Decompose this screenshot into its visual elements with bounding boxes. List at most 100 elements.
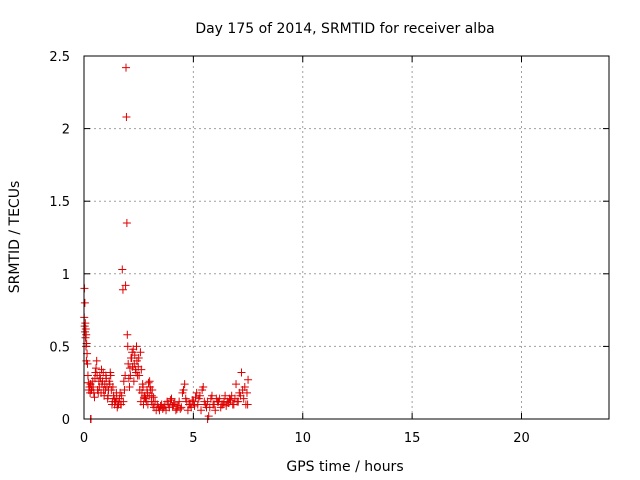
- data-point: [236, 391, 245, 400]
- data-point: [104, 385, 113, 394]
- y-axis-label: SRMTID / TECUs: [7, 181, 23, 294]
- data-point: [197, 406, 206, 415]
- data-point: [116, 400, 125, 409]
- data-point: [124, 359, 133, 368]
- data-point: [123, 342, 132, 351]
- x-tick-label: 15: [404, 431, 421, 446]
- data-point: [140, 393, 149, 402]
- data-point: [162, 406, 171, 415]
- data-point: [188, 396, 197, 405]
- data-point: [84, 378, 93, 387]
- data-point: [80, 298, 89, 307]
- data-point: [83, 371, 92, 380]
- data-point: [237, 368, 246, 377]
- data-point: [138, 380, 147, 389]
- data-point: [177, 403, 186, 412]
- data-point: [199, 383, 208, 392]
- data-point: [119, 377, 128, 386]
- data-point: [122, 112, 131, 121]
- data-point: [211, 406, 220, 415]
- data-point: [164, 400, 173, 409]
- data-point: [226, 396, 235, 405]
- chart-title: Day 175 of 2014, SRMTID for receiver alb…: [195, 21, 494, 37]
- data-point: [89, 383, 98, 392]
- data-point: [240, 383, 249, 392]
- data-point: [218, 400, 227, 409]
- data-point: [179, 385, 188, 394]
- data-point: [229, 400, 238, 409]
- x-tick-label: 10: [294, 431, 311, 446]
- data-point: [90, 393, 99, 402]
- axis-ticks: 0 5 10 15 20 0 0.5 1 1.5 2 2.5: [49, 50, 609, 446]
- data-point: [244, 375, 253, 384]
- data-point: [92, 356, 101, 365]
- data-point: [106, 371, 115, 380]
- data-point: [121, 281, 130, 290]
- plot-frame: [83, 55, 610, 420]
- data-point: [137, 365, 146, 374]
- data-point: [192, 388, 201, 397]
- data-point: [126, 371, 135, 380]
- data-point: [227, 391, 236, 400]
- data-point: [193, 400, 202, 409]
- data-point: [102, 374, 111, 383]
- data-point: [171, 406, 180, 415]
- data-point: [122, 218, 131, 227]
- data-point: [180, 380, 189, 389]
- data-point: [166, 396, 175, 405]
- data-point: [170, 399, 179, 408]
- x-tick-label: 5: [189, 431, 197, 446]
- data-point: [118, 265, 127, 274]
- data-point: [112, 388, 121, 397]
- data-point: [122, 63, 130, 72]
- data-point: [91, 368, 100, 377]
- data-point: [135, 371, 144, 380]
- y-tick-label: 2: [62, 123, 70, 138]
- data-point: [92, 364, 101, 373]
- y-tick-label: 1.5: [49, 195, 70, 210]
- data-point: [203, 397, 212, 406]
- data-point: [205, 403, 214, 412]
- data-point: [81, 333, 90, 342]
- data-point: [210, 400, 219, 409]
- data-point: [120, 385, 129, 394]
- data-point: [118, 285, 127, 294]
- data-point: [234, 397, 243, 406]
- x-axis-label: GPS time / hours: [286, 459, 403, 475]
- data-point: [123, 330, 132, 339]
- data-point: [97, 380, 106, 389]
- data-point: [148, 385, 157, 394]
- data-point: [183, 406, 192, 415]
- data-point: [190, 401, 199, 410]
- y-tick-label: 1: [62, 268, 70, 283]
- data-point: [214, 397, 223, 406]
- data-point: [81, 342, 90, 351]
- data-point: [181, 394, 190, 403]
- data-point: [194, 394, 203, 403]
- data-point: [129, 377, 138, 386]
- data-point: [130, 351, 139, 360]
- data-point: [132, 356, 141, 365]
- data-point: [117, 391, 126, 400]
- data-point: [136, 348, 145, 357]
- x-tick-label: 20: [513, 431, 530, 446]
- data-point: [167, 394, 176, 403]
- data-points: [80, 63, 253, 423]
- data-point: [125, 383, 134, 392]
- data-point: [243, 400, 252, 409]
- data-point: [132, 342, 141, 351]
- grid: [84, 56, 609, 419]
- y-tick-label: 0.5: [49, 340, 70, 355]
- y-tick-label: 2.5: [49, 50, 70, 65]
- data-point: [158, 404, 167, 413]
- x-tick-label: 0: [80, 431, 88, 446]
- data-point: [242, 388, 251, 397]
- data-point: [172, 404, 181, 413]
- data-point: [99, 368, 108, 377]
- data-point: [207, 391, 216, 400]
- data-point: [232, 380, 241, 389]
- data-point: [108, 383, 117, 392]
- data-point: [145, 391, 154, 400]
- data-point: [149, 393, 158, 402]
